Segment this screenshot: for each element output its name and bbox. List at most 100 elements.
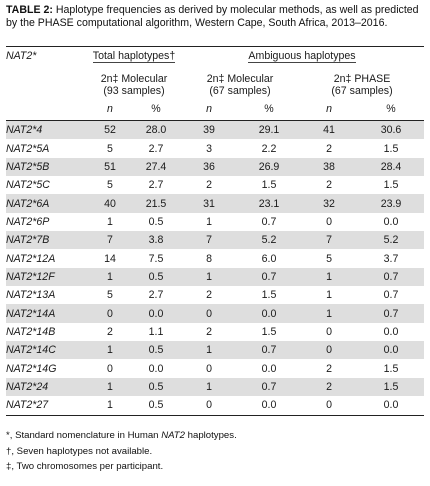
cell-amb-molecular-n: 2 (206, 179, 212, 192)
cell-amb-molecular-pct: 0.7 (261, 215, 277, 228)
cell-total-n: 1 (107, 215, 113, 228)
cell-amb-phase-pct: 1.5 (383, 179, 399, 192)
haplotype-table: NAT2* Total haplotypes† Ambiguous haplot… (6, 46, 425, 416)
cell-amb-molecular-pct: 1.5 (261, 325, 277, 338)
cell-amb-molecular-pct: 0.0 (238, 304, 301, 323)
col-header-amb-molecular-line2: (67 samples) (209, 85, 271, 97)
cell-amb-molecular-n: 0 (180, 304, 239, 323)
cell-amb-molecular-pct: 26.9 (238, 157, 301, 177)
cell-total-n: 0 (107, 362, 113, 375)
cell-amb-molecular-pct: 0.7 (238, 377, 301, 397)
cell-amb-phase-n: 5 (326, 252, 332, 265)
table-row: NAT2*7B 7 3.8 7 5.2 7 5.2 (6, 231, 425, 250)
haplotype-name: NAT2*5A (6, 142, 50, 155)
caption-text: Haplotype frequencies as derived by mole… (6, 4, 419, 30)
cell-amb-molecular-n: 36 (180, 157, 239, 177)
cell-total-pct: 21.5 (132, 194, 181, 213)
subheader-pct: % (132, 98, 181, 121)
header-row-subcolumns: n % n % n % (6, 98, 425, 121)
cell-amb-phase-pct: 0.0 (358, 396, 425, 416)
col-header-amb-molecular: 2n‡ Molecular (67 samples) (180, 72, 300, 98)
cell-amb-molecular-n: 1 (206, 215, 212, 228)
header-row-groups: NAT2* Total haplotypes† Ambiguous haplot… (6, 46, 425, 72)
cell-amb-molecular-n: 3 (206, 142, 212, 155)
table-row: NAT2*14B 2 1.1 2 1.5 0 0.0 (6, 323, 424, 341)
cell-amb-phase-n: 38 (300, 157, 359, 177)
cell-amb-molecular-n: 31 (180, 194, 239, 213)
cell-total-n: 1 (88, 396, 132, 416)
haplotype-name: NAT2*6A (6, 194, 88, 213)
cell-total-pct: 0.0 (148, 362, 164, 375)
haplotype-name: NAT2*14B (6, 325, 56, 338)
footnote-double-dagger: ‡, Two chromosomes per participant. (6, 461, 164, 472)
row-header: NAT2* (6, 46, 88, 72)
cell-amb-phase-n: 2 (326, 179, 332, 192)
cell-amb-molecular-pct: 0.7 (238, 341, 301, 360)
cell-amb-phase-n: 1 (300, 267, 359, 287)
cell-amb-molecular-n: 1 (180, 341, 239, 360)
empty-subheader-cell (6, 98, 88, 121)
cell-total-n: 1 (88, 377, 132, 397)
cell-amb-phase-pct: 0.7 (358, 304, 425, 323)
cell-amb-molecular-pct: 0.0 (261, 362, 277, 375)
cell-total-n: 51 (88, 157, 132, 177)
cell-amb-molecular-n: 8 (206, 252, 212, 265)
table-row: NAT2*27 1 0.5 0 0.0 0 0.0 (6, 396, 425, 416)
footnote-asterisk-gene: NAT2 (161, 430, 185, 441)
table-body: NAT2*4 52 28.0 39 29.1 41 30.6 NAT2*5A 5 2.7 3 2.2 2… (6, 120, 425, 416)
group-header-total: Total haplotypes† (88, 46, 181, 72)
cell-amb-phase-n: 2 (300, 377, 359, 397)
cell-amb-molecular-pct: 5.2 (238, 231, 301, 250)
caption-label: TABLE 2: (6, 4, 53, 16)
group-header-total-label: Total haplotypes† (92, 50, 176, 63)
cell-amb-molecular-n: 2 (206, 325, 212, 338)
cell-amb-molecular-pct: 1.5 (261, 289, 277, 302)
cell-total-pct: 0.0 (132, 304, 181, 323)
cell-total-pct: 3.8 (132, 231, 181, 250)
cell-total-pct: 0.5 (132, 377, 181, 397)
cell-total-n: 52 (88, 120, 132, 140)
cell-amb-phase-n: 0 (300, 341, 359, 360)
subheader-n: n (88, 98, 132, 121)
subheader-pct: % (238, 98, 301, 121)
cell-amb-phase-pct: 0.0 (358, 341, 425, 360)
cell-total-n: 2 (107, 325, 113, 338)
cell-amb-phase-n: 32 (300, 194, 359, 213)
cell-amb-phase-pct: 30.6 (358, 120, 425, 140)
table-row: NAT2*14A 0 0.0 0 0.0 1 0.7 (6, 304, 425, 323)
haplotype-name: NAT2*5B (6, 157, 88, 177)
table-row: NAT2*13A 5 2.7 2 1.5 1 0.7 (6, 286, 424, 304)
table-row: NAT2*5B 51 27.4 36 26.9 38 28.4 (6, 157, 425, 177)
col-header-total-molecular: 2n‡ Molecular (93 samples) (88, 72, 180, 98)
col-header-amb-phase: 2n‡ PHASE (67 samples) (300, 72, 424, 98)
cell-total-pct: 1.1 (148, 325, 164, 338)
cell-amb-molecular-n: 39 (180, 120, 239, 140)
col-header-total-molecular-line1: 2n‡ Molecular (100, 73, 168, 85)
footnote-asterisk-prefix: *, Standard nomenclature in Human (6, 430, 162, 441)
haplotype-name: NAT2*7B (6, 231, 88, 250)
cell-amb-phase-pct: 28.4 (358, 157, 425, 177)
cell-amb-molecular-n: 1 (180, 377, 239, 397)
footnote-asterisk: *, Standard nomenclature in Human NAT2 h… (6, 428, 424, 444)
table-row: NAT2*4 52 28.0 39 29.1 41 30.6 (6, 120, 425, 140)
cell-amb-phase-pct: 0.7 (383, 289, 399, 302)
haplotype-name: NAT2*14A (6, 304, 88, 323)
cell-amb-phase-n: 41 (300, 120, 359, 140)
cell-amb-phase-pct: 1.5 (358, 377, 425, 397)
cell-amb-phase-n: 1 (300, 304, 359, 323)
cell-amb-phase-n: 2 (326, 362, 332, 375)
cell-total-pct: 28.0 (132, 120, 181, 140)
cell-total-pct: 2.7 (148, 289, 164, 302)
cell-total-pct: 0.5 (148, 215, 164, 228)
footnote-dagger: †, Seven haplotypes not available. (6, 445, 153, 457)
haplotype-name: NAT2*12A (6, 252, 56, 265)
haplotype-name: NAT2*6P (6, 215, 50, 228)
cell-amb-molecular-pct: 23.1 (238, 194, 301, 213)
cell-total-n: 1 (88, 341, 132, 360)
cell-total-n: 5 (107, 179, 113, 192)
haplotype-name: NAT2*12F (6, 267, 88, 287)
haplotype-name: NAT2*27 (6, 396, 88, 416)
col-header-amb-phase-line1: 2n‡ PHASE (333, 73, 391, 85)
table-row: NAT2*5A 5 2.7 3 2.2 2 1.5 (6, 139, 424, 157)
header-row-columns: 2n‡ Molecular (93 samples) 2n‡ Molecular(… (6, 72, 424, 98)
